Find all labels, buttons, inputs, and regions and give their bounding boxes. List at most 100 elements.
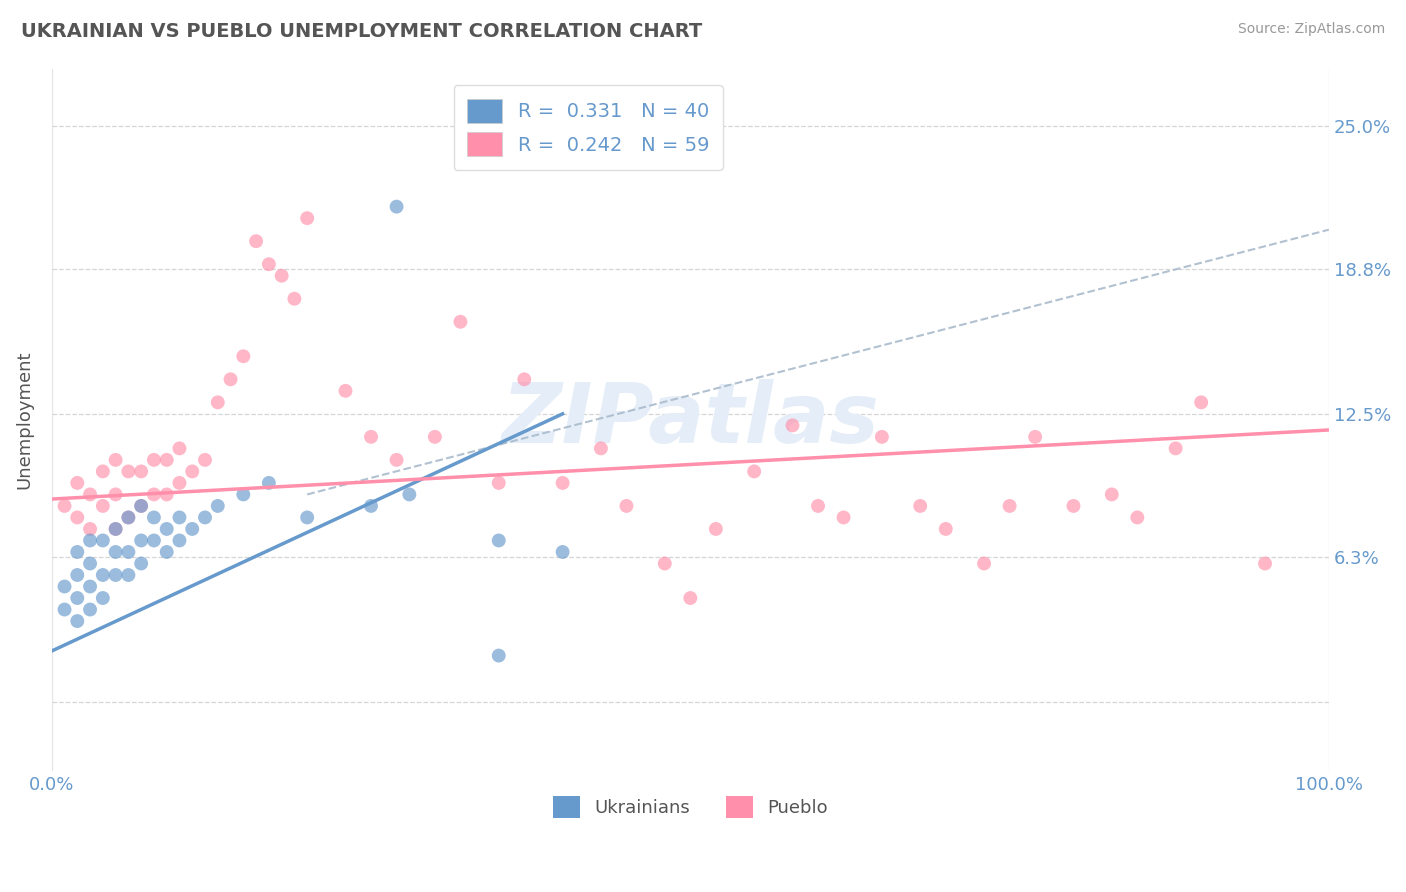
Point bbox=[513, 372, 536, 386]
Point bbox=[194, 510, 217, 524]
Point bbox=[194, 453, 217, 467]
Point bbox=[832, 510, 855, 524]
Point bbox=[1024, 430, 1046, 444]
Point bbox=[207, 499, 229, 513]
Point bbox=[66, 545, 89, 559]
Point bbox=[1126, 510, 1149, 524]
Point bbox=[360, 499, 382, 513]
Point bbox=[1254, 557, 1277, 571]
Point bbox=[423, 430, 446, 444]
Point bbox=[679, 591, 702, 605]
Point bbox=[104, 487, 127, 501]
Point bbox=[270, 268, 292, 283]
Point bbox=[998, 499, 1021, 513]
Point bbox=[66, 614, 89, 628]
Point bbox=[335, 384, 357, 398]
Point bbox=[104, 522, 127, 536]
Point bbox=[104, 545, 127, 559]
Point bbox=[207, 395, 229, 409]
Point bbox=[551, 545, 574, 559]
Point bbox=[117, 464, 139, 478]
Point bbox=[908, 499, 931, 513]
Point bbox=[219, 372, 242, 386]
Point bbox=[91, 591, 114, 605]
Point bbox=[79, 487, 101, 501]
Y-axis label: Unemployment: Unemployment bbox=[15, 351, 32, 489]
Point bbox=[1062, 499, 1084, 513]
Point bbox=[79, 602, 101, 616]
Point bbox=[117, 510, 139, 524]
Point bbox=[129, 499, 152, 513]
Point bbox=[53, 602, 76, 616]
Point bbox=[295, 211, 318, 226]
Point bbox=[66, 568, 89, 582]
Point bbox=[104, 453, 127, 467]
Point bbox=[654, 557, 676, 571]
Point bbox=[53, 499, 76, 513]
Text: UKRAINIAN VS PUEBLO UNEMPLOYMENT CORRELATION CHART: UKRAINIAN VS PUEBLO UNEMPLOYMENT CORRELA… bbox=[21, 22, 703, 41]
Point bbox=[1101, 487, 1123, 501]
Point bbox=[79, 522, 101, 536]
Point bbox=[117, 510, 139, 524]
Point bbox=[79, 533, 101, 548]
Point bbox=[91, 499, 114, 513]
Point bbox=[181, 522, 204, 536]
Point bbox=[66, 475, 89, 490]
Point bbox=[360, 430, 382, 444]
Point bbox=[398, 487, 420, 501]
Point bbox=[142, 510, 165, 524]
Point bbox=[129, 557, 152, 571]
Point bbox=[295, 510, 318, 524]
Point bbox=[1164, 442, 1187, 456]
Legend: Ukrainians, Pueblo: Ukrainians, Pueblo bbox=[546, 789, 835, 825]
Point bbox=[782, 418, 804, 433]
Point bbox=[129, 499, 152, 513]
Point bbox=[257, 257, 280, 271]
Point bbox=[973, 557, 995, 571]
Point bbox=[1189, 395, 1212, 409]
Point bbox=[245, 234, 267, 248]
Text: ZIPatlas: ZIPatlas bbox=[502, 379, 879, 460]
Text: Source: ZipAtlas.com: Source: ZipAtlas.com bbox=[1237, 22, 1385, 37]
Point bbox=[129, 464, 152, 478]
Point bbox=[385, 453, 408, 467]
Point bbox=[449, 315, 471, 329]
Point bbox=[488, 533, 510, 548]
Point bbox=[53, 580, 76, 594]
Point bbox=[91, 533, 114, 548]
Point bbox=[156, 487, 179, 501]
Point bbox=[704, 522, 727, 536]
Point bbox=[117, 545, 139, 559]
Point bbox=[117, 568, 139, 582]
Point bbox=[870, 430, 893, 444]
Point bbox=[156, 545, 179, 559]
Point bbox=[91, 464, 114, 478]
Point bbox=[129, 533, 152, 548]
Point bbox=[169, 510, 191, 524]
Point bbox=[935, 522, 957, 536]
Point bbox=[104, 522, 127, 536]
Point bbox=[142, 533, 165, 548]
Point bbox=[742, 464, 765, 478]
Point bbox=[142, 487, 165, 501]
Point bbox=[169, 533, 191, 548]
Point bbox=[283, 292, 305, 306]
Point bbox=[616, 499, 638, 513]
Point bbox=[488, 648, 510, 663]
Point bbox=[156, 522, 179, 536]
Point bbox=[169, 475, 191, 490]
Point bbox=[589, 442, 612, 456]
Point bbox=[257, 475, 280, 490]
Point bbox=[91, 568, 114, 582]
Point bbox=[488, 475, 510, 490]
Point bbox=[142, 453, 165, 467]
Point bbox=[104, 568, 127, 582]
Point bbox=[169, 442, 191, 456]
Point bbox=[232, 487, 254, 501]
Point bbox=[79, 580, 101, 594]
Point bbox=[385, 200, 408, 214]
Point bbox=[181, 464, 204, 478]
Point bbox=[232, 349, 254, 363]
Point bbox=[79, 557, 101, 571]
Point bbox=[156, 453, 179, 467]
